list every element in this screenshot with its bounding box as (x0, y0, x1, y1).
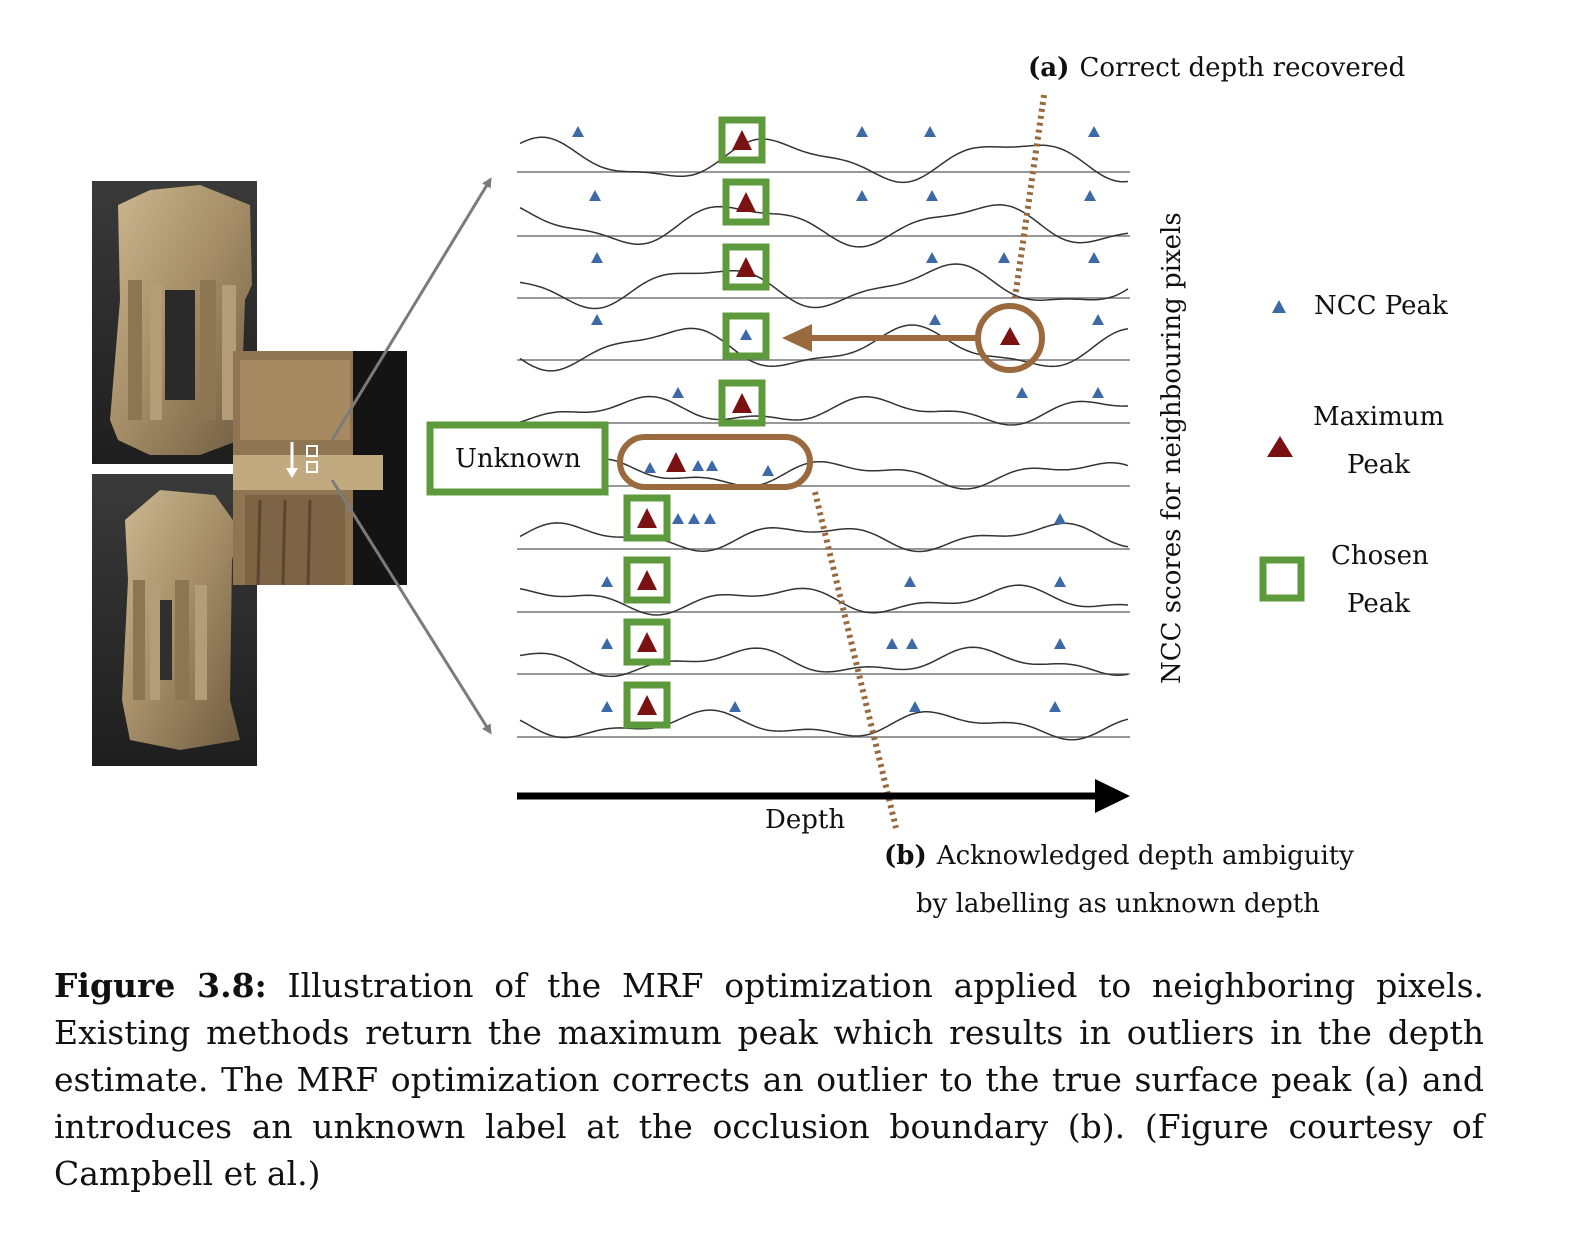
ncc-peak-marker (909, 701, 921, 712)
ncc-peak-marker (601, 576, 613, 587)
ncc-peak-marker (926, 190, 938, 201)
correction-annotation (782, 94, 1047, 373)
annotation-b-line1: (b) Acknowledged depth ambiguity (884, 841, 1354, 871)
ncc-peak-marker (904, 576, 916, 587)
figure-caption: Figure 3.8: Illustration of the MRF opti… (54, 962, 1484, 1197)
ncc-peak-marker (1054, 638, 1066, 649)
dotted-line-a (1012, 94, 1047, 299)
ncc-peak-marker (672, 513, 684, 524)
annotation-a: (a) Correct depth recovered (1028, 53, 1405, 83)
maximum-peaks (637, 130, 1020, 715)
legend: NCC Peak Maximum Peak Chosen Peak (1259, 291, 1448, 619)
ncc-curve (519, 709, 1129, 741)
depth-axis: Depth (517, 779, 1130, 835)
ncc-curve (519, 136, 1129, 184)
chosen-box (722, 178, 770, 226)
temple-photo-bottom (92, 474, 257, 766)
zoom-arrow-top (330, 177, 492, 441)
ncc-peak-marker (1092, 387, 1104, 398)
ncc-peak-marker (688, 513, 700, 524)
ncc-curve (519, 584, 1129, 616)
legend-chosen-peak-2: Peak (1347, 589, 1410, 619)
ncc-peak-marker (704, 513, 716, 524)
ncc-peak-marker (672, 387, 684, 398)
ncc-peak-marker (929, 314, 941, 325)
legend-maximum-peak-icon (1267, 436, 1293, 457)
ncc-peak-marker (601, 701, 613, 712)
annotation-b-line2: by labelling as unknown depth (916, 889, 1320, 919)
ncc-peak-marker (1054, 576, 1066, 587)
ncc-curve (519, 458, 1129, 490)
ncc-peak-marker (601, 638, 613, 649)
ncc-curve (519, 646, 1129, 678)
chosen-box (623, 681, 671, 729)
caption-text: Illustration of the MRF optimization app… (54, 966, 1484, 1193)
ncc-curve (519, 395, 1129, 426)
unknown-label: Unknown (455, 444, 581, 474)
ncc-peak-marker (1088, 252, 1100, 263)
dotted-line-b (812, 491, 899, 829)
chosen-peak-boxes (623, 116, 770, 729)
caption-label: Figure 3.8: (54, 966, 267, 1005)
ncc-peak-marker (856, 126, 868, 137)
ncc-peak-marker (856, 190, 868, 201)
ncc-peak-marker (906, 638, 918, 649)
chosen-box (718, 116, 766, 164)
unknown-label-box (426, 421, 609, 496)
ncc-peak-marker (572, 126, 584, 137)
ncc-peak-marker (886, 638, 898, 649)
ncc-peak-marker (729, 701, 741, 712)
correction-arrow-head (782, 324, 812, 352)
x-axis-label: Depth (765, 805, 845, 835)
legend-maximum-peak-2: Peak (1347, 450, 1410, 480)
unknown-annotation: Unknown (426, 421, 899, 829)
chosen-box (623, 494, 671, 542)
ncc-curves (517, 136, 1130, 741)
ncc-curve (519, 204, 1129, 248)
ncc-peak-marker (1088, 126, 1100, 137)
ncc-peak-marker (1084, 190, 1096, 201)
legend-chosen-peak-icon (1259, 556, 1305, 602)
ncc-peak-marker (589, 190, 601, 201)
outlier-circle (975, 303, 1045, 373)
figure: Unknown Depth NCC scores for neighbourin… (92, 53, 1448, 919)
ncc-curve (519, 522, 1129, 553)
chosen-box (718, 379, 766, 427)
zoom-arrow-bottom (330, 479, 492, 735)
legend-ncc-peak: NCC Peak (1314, 291, 1448, 321)
legend-ncc-peak-icon (1272, 300, 1286, 313)
ncc-peak-marker (740, 329, 752, 340)
ncc-peak-marker (1049, 701, 1061, 712)
zoom-patch (233, 351, 407, 586)
ncc-curve (519, 263, 1129, 310)
ncc-peak-marker (591, 252, 603, 263)
unknown-rounded-box (617, 434, 813, 490)
ncc-peak-marker (1016, 387, 1028, 398)
y-axis-label: NCC scores for neighbouring pixels (1157, 212, 1187, 684)
temple-photo-top (92, 181, 257, 464)
ncc-peak-marker (1092, 314, 1104, 325)
ncc-peaks (572, 126, 1104, 712)
chosen-box (722, 312, 770, 360)
ncc-peak-marker (998, 252, 1010, 263)
chosen-box (623, 618, 671, 666)
legend-chosen-peak-1: Chosen (1331, 541, 1429, 571)
ncc-peak-marker (924, 126, 936, 137)
chosen-box (623, 556, 671, 604)
ncc-peak-marker (1054, 513, 1066, 524)
ncc-peak-marker (926, 252, 938, 263)
ncc-peak-marker (591, 314, 603, 325)
legend-maximum-peak-1: Maximum (1313, 402, 1444, 432)
chosen-box (722, 243, 770, 291)
ncc-curve (519, 324, 1129, 372)
